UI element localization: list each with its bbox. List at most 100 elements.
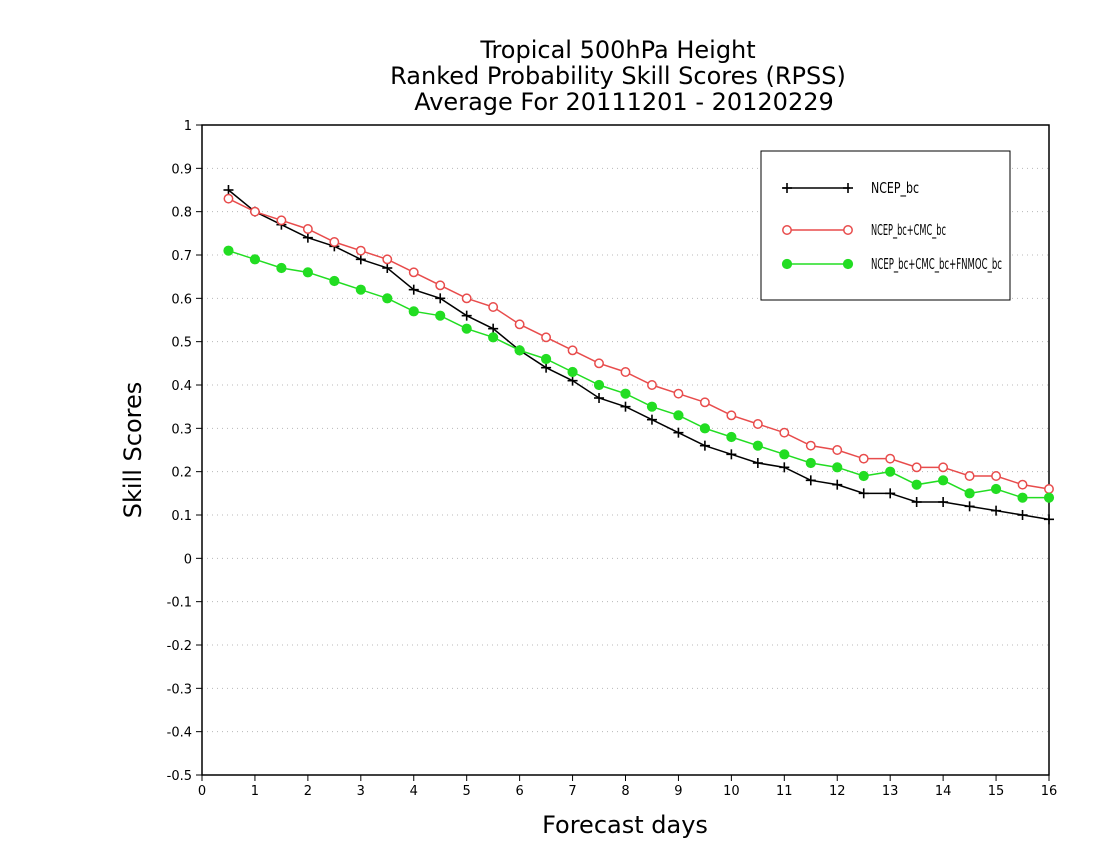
legend-item-1: NCEP_bc+CMC_bc — [782, 221, 946, 240]
legend-marker-left-0 — [782, 183, 792, 193]
y-tick-label-10: 0.5 — [171, 336, 192, 351]
series-0-point-28 — [964, 501, 975, 512]
series-0-point-7 — [408, 284, 419, 295]
y-tick-label-1: -0.4 — [167, 726, 192, 741]
series-1-point-22 — [805, 440, 816, 451]
x-tick-label-13: 13 — [882, 784, 899, 799]
series-2-point-8 — [435, 310, 446, 321]
series-0-point-25 — [885, 488, 896, 499]
series-1-point-23 — [832, 445, 843, 455]
series-1 — [223, 193, 1054, 494]
series-2-point-25 — [885, 466, 896, 477]
series-1-point-26 — [911, 462, 922, 473]
series-0-point-5 — [355, 254, 366, 265]
x-tick-label-10: 10 — [723, 784, 740, 799]
series-0-point-29 — [991, 505, 1002, 516]
legend-label-0: NCEP_bc — [871, 179, 919, 198]
series-1-point-4 — [329, 237, 340, 247]
series-1-point-13 — [567, 345, 578, 356]
series-2-point-12 — [540, 353, 552, 365]
series-0-point-8 — [435, 293, 446, 304]
series-0-point-17 — [673, 427, 684, 438]
series-0-point-16 — [646, 414, 657, 425]
series-2-point-20 — [752, 440, 763, 451]
series-2 — [223, 245, 1055, 503]
series-2-point-23 — [832, 462, 843, 473]
y-tick-label-7: 0.2 — [171, 466, 192, 481]
y-tick-label-15: 1 — [184, 119, 192, 134]
chart-title: Tropical 500hPa Height Ranked Probabilit… — [390, 36, 846, 116]
series-0-point-18 — [699, 440, 710, 451]
title-line-2: Ranked Probability Skill Scores (RPSS) — [390, 62, 846, 90]
series-1-point-2 — [276, 215, 287, 226]
legend-marker-right-2 — [842, 258, 854, 270]
series-2-point-0 — [223, 245, 234, 256]
x-tick-label-14: 14 — [935, 784, 952, 799]
legend-label-1: NCEP_bc+CMC_bc — [871, 221, 946, 240]
series-2-point-10 — [488, 332, 499, 343]
series-2-point-29 — [990, 483, 1002, 495]
series-2-point-27 — [938, 475, 949, 486]
y-tick-label-13: 0.8 — [171, 206, 192, 221]
y-tick-label-0: -0.5 — [167, 769, 192, 784]
y-tick-label-2: -0.3 — [167, 682, 192, 697]
series-1-point-1 — [249, 206, 260, 217]
series-1-point-11 — [514, 319, 525, 330]
y-tick-label-8: 0.3 — [171, 422, 192, 437]
series-0-point-24 — [858, 488, 869, 499]
series-0-point-9 — [461, 310, 472, 321]
y-axis-label: Skill Scores — [119, 382, 147, 519]
title-line-3: Average For 20111201 - 20120229 — [414, 88, 834, 116]
series-1-point-7 — [408, 267, 419, 278]
series-0-point-22 — [805, 475, 816, 486]
series-0-point-13 — [567, 375, 578, 386]
series-0-point-3 — [302, 232, 313, 243]
series-1-point-9 — [461, 293, 472, 304]
series-1-point-21 — [779, 427, 790, 438]
x-tick-label-4: 4 — [410, 784, 418, 799]
series-2-point-30 — [1017, 492, 1028, 503]
series-1-point-28 — [964, 471, 975, 481]
y-tick-label-11: 0.6 — [171, 292, 192, 307]
series-1-point-25 — [885, 453, 896, 464]
series-2-point-15 — [620, 388, 631, 399]
series-1-point-6 — [382, 254, 393, 265]
legend-marker-left-2 — [781, 258, 793, 270]
series-2-point-3 — [302, 267, 313, 278]
series-2-point-1 — [249, 254, 261, 265]
series-2-point-21 — [779, 449, 790, 460]
series-1-point-17 — [673, 388, 684, 399]
series-0-point-27 — [938, 497, 949, 507]
series-2-point-19 — [726, 431, 737, 443]
series-0-point-31 — [1044, 514, 1054, 525]
series-2-point-11 — [514, 345, 525, 356]
series-2-point-13 — [567, 366, 578, 378]
legend-marker-left-1 — [782, 225, 792, 235]
series-2-point-4 — [329, 275, 340, 287]
series-0-point-6 — [382, 263, 393, 273]
series-1-point-19 — [726, 410, 737, 421]
series-2-point-5 — [355, 284, 366, 295]
series-2-point-14 — [593, 379, 605, 391]
series-1-point-18 — [699, 397, 710, 408]
series-1-point-15 — [620, 367, 631, 377]
series-1-point-12 — [541, 332, 552, 343]
series-0-point-21 — [779, 462, 790, 473]
series-2-point-31 — [1043, 492, 1055, 503]
x-tick-label-11: 11 — [776, 784, 793, 799]
series-0-point-15 — [620, 401, 631, 412]
legend-label-2: NCEP_bc+CMC_bc+FNMOC_bc — [871, 255, 1002, 274]
series-1-point-20 — [752, 419, 763, 429]
series-2-point-9 — [461, 323, 472, 334]
legend-box — [760, 150, 1011, 301]
x-tick-label-2: 2 — [304, 784, 312, 799]
x-tick-label-16: 16 — [1041, 784, 1058, 799]
x-tick-label-0: 0 — [198, 784, 206, 799]
series-1-point-5 — [355, 245, 366, 256]
series-0-point-14 — [594, 393, 605, 403]
series-1-point-8 — [435, 280, 446, 291]
series-1-point-30 — [1017, 479, 1028, 490]
x-tick-label-6: 6 — [515, 784, 523, 799]
title-line-1: Tropical 500hPa Height — [479, 36, 755, 64]
y-tick-label-3: -0.2 — [167, 639, 192, 654]
